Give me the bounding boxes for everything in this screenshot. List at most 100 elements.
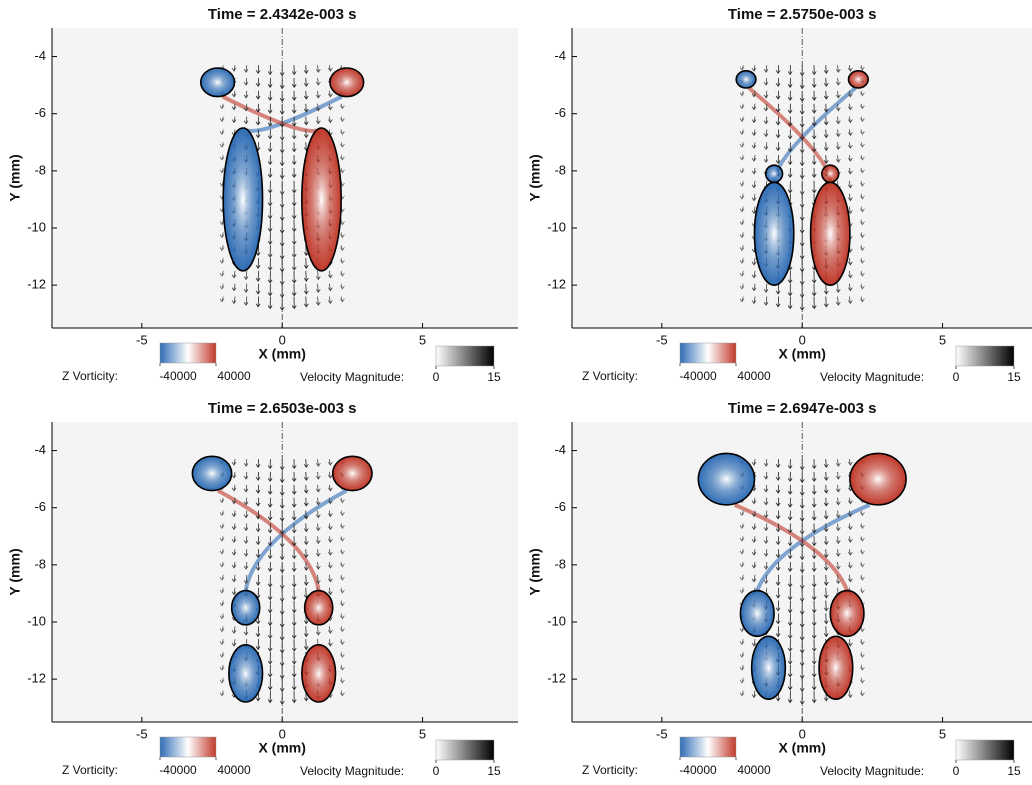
velocity-arrow (811, 561, 817, 573)
velocity-arrow (291, 77, 297, 89)
velocity-arrow (848, 510, 853, 518)
velocity-arrow (267, 626, 273, 639)
velocity-arrow (860, 193, 865, 200)
velocity-arrow (267, 471, 273, 483)
velocity-arrow (243, 90, 249, 99)
velocity-arrow (328, 65, 333, 72)
field (697, 422, 907, 722)
velocity-arrow (267, 459, 273, 470)
velocity-arrow (340, 651, 345, 658)
velocity-arrow (823, 536, 829, 546)
velocity-arrow (219, 574, 225, 581)
velocity-arrow (303, 103, 309, 113)
velocity-arrow (787, 639, 793, 652)
velocity-arrow (303, 129, 309, 139)
velocity-arrow (823, 90, 829, 100)
x-axis-label: X (mm) (778, 346, 825, 362)
velocity-arrow (811, 664, 817, 678)
velocity-arrow (303, 245, 309, 257)
velocity-arrow (291, 193, 297, 207)
velocity-arrow (775, 77, 781, 87)
colorbar-tick-label: 15 (487, 370, 501, 384)
velocity-arrow (775, 549, 781, 559)
velocity-arrow (739, 296, 745, 303)
colorbar (435, 739, 495, 761)
velocity-arrow (775, 65, 781, 75)
velocity-arrow (340, 510, 345, 517)
panel: -5 0 5 -4 -6 -8 -10 -12 Time = 2.6503e-003 s X (m… (7, 400, 518, 778)
velocity-arrow (219, 129, 225, 135)
velocity-arrow (219, 651, 225, 658)
velocity-arrow (267, 283, 273, 297)
velocity-arrow (751, 103, 757, 111)
velocity-arrow (787, 270, 793, 284)
velocity-arrow (835, 510, 841, 519)
velocity-arrow (811, 613, 817, 627)
velocity-arrow (848, 65, 853, 72)
velocity-arrow (848, 296, 853, 305)
velocity-arrow (787, 155, 793, 166)
y-tick-label: -6 (554, 105, 566, 120)
velocity-arrow (243, 574, 249, 585)
velocity-arrow (860, 142, 865, 148)
velocity-arrow (823, 574, 829, 586)
colorbar-tick-label: 0 (953, 764, 960, 778)
velocity-arrow (860, 116, 865, 123)
vortex-core (301, 127, 342, 272)
field (191, 422, 373, 722)
y-tick-label: -10 (27, 613, 46, 628)
velocity-arrow (763, 283, 769, 293)
velocity-arrow (267, 257, 273, 271)
colorbar-tick-label: 40000 (737, 763, 771, 777)
velocity-arrow (823, 459, 829, 469)
velocity-arrow (267, 510, 273, 521)
velocity-arrow (315, 103, 321, 112)
velocity-arrow (267, 232, 273, 245)
velocity-arrow (340, 626, 345, 633)
velocity-arrow (243, 296, 249, 306)
vortex-core (329, 67, 365, 98)
velocity-arrow (848, 523, 853, 531)
vortex-core (331, 455, 373, 492)
velocity-arrow (823, 497, 829, 507)
velocity-arrow (219, 283, 225, 290)
colorbar (955, 345, 1015, 367)
y-tick-label: -8 (554, 162, 566, 177)
velocity-arrow (811, 180, 817, 194)
x-tick-label: 0 (799, 332, 806, 347)
velocity-arrow (739, 510, 745, 517)
velocity-arrow (340, 613, 345, 620)
velocity-arrow (787, 561, 793, 573)
velocity-arrow (811, 116, 817, 127)
velocity-arrow (231, 283, 237, 292)
plot-area (52, 28, 518, 328)
velocity-arrow (219, 142, 225, 148)
velocity-arrow (267, 103, 273, 114)
velocity-arrow (291, 549, 297, 560)
velocity-arrow (775, 155, 781, 165)
colorbar-tick-label: 0 (433, 370, 440, 384)
velocity-arrow (860, 664, 865, 671)
velocity-arrow (751, 296, 757, 305)
colorbar-tick-label: 15 (487, 764, 501, 778)
velocity-arrow (219, 639, 225, 646)
velocity-arrow (303, 65, 309, 75)
velocity-arrow (823, 523, 829, 533)
velocity-arrow (243, 459, 249, 467)
velocity-arrow (787, 574, 793, 588)
velocity-arrow (291, 626, 297, 639)
velocity-arrow (751, 459, 757, 466)
velocity-arrow (267, 180, 273, 194)
velocity-arrow (848, 193, 853, 202)
velocity-arrow (775, 574, 781, 586)
velocity-arrow (267, 536, 273, 547)
velocity-arrow (860, 690, 865, 697)
velocity-arrow (328, 471, 333, 479)
velocity-arrow (751, 510, 757, 518)
velocity-arrow (231, 549, 237, 556)
velocity-arrow (763, 90, 769, 99)
velocity-arrow (860, 167, 865, 174)
velocity-arrow (328, 296, 333, 305)
velocity-arrow (303, 77, 309, 87)
